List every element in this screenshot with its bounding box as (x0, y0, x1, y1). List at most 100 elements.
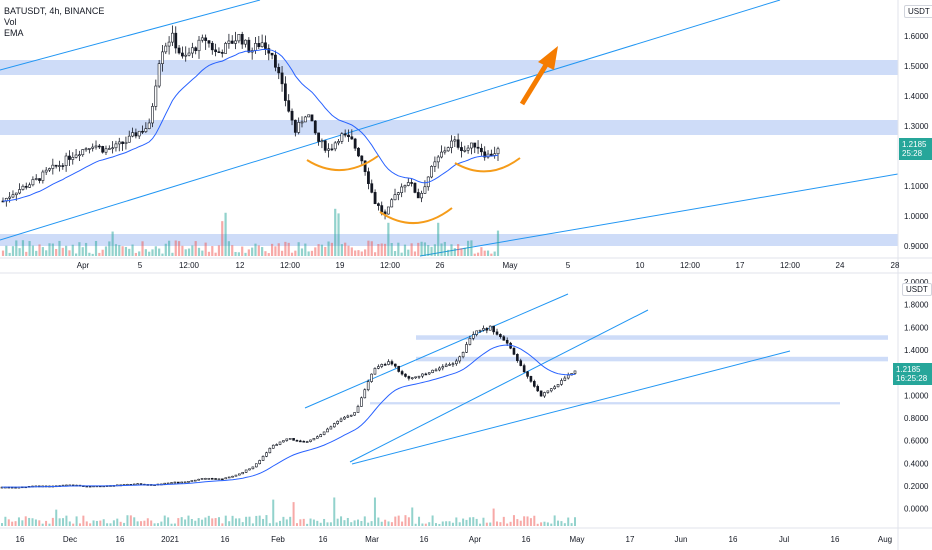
candle-body (220, 52, 224, 54)
ema-indicator-label[interactable]: EMA (4, 28, 24, 38)
top-price-chart[interactable]: 1.60001.50001.40001.30001.20001.10001.00… (0, 0, 932, 272)
volume-bar (211, 518, 214, 526)
volume-bar (343, 520, 346, 526)
candle-body (356, 406, 360, 413)
y-tick-label: 0.2000 (904, 482, 929, 491)
volume-bar (62, 518, 65, 526)
volume-bar (21, 240, 25, 256)
volume-bar (433, 244, 436, 256)
candle-body (174, 32, 178, 49)
candle-body (104, 148, 108, 153)
volume-bar (299, 519, 302, 526)
candle-body (278, 441, 282, 445)
candle-body (68, 155, 71, 160)
candle-body (254, 43, 257, 51)
volume-bar (191, 245, 194, 256)
symbol-label[interactable]: BATUSDT, 4h, BINANCE (4, 6, 105, 16)
volume-bar (306, 523, 309, 526)
currency-unit-label[interactable]: USDT (904, 5, 932, 18)
candle-body (347, 134, 350, 138)
volume-bar (476, 252, 480, 256)
currency-unit-label[interactable]: USDT (902, 283, 932, 296)
volume-bar (35, 250, 38, 256)
volume-bar (410, 243, 413, 256)
volume-bar (336, 518, 339, 526)
x-tick-label: 16 (420, 535, 429, 544)
candle-body (247, 39, 251, 53)
candle-body (421, 373, 424, 377)
candle-body (154, 85, 158, 107)
volume-bar (373, 497, 376, 526)
volume-bar (489, 522, 492, 526)
candle-body (305, 441, 309, 443)
x-tick-label: 17 (626, 535, 635, 544)
volume-bar (258, 515, 261, 526)
volume-bar (367, 240, 370, 256)
volume-bar (540, 522, 543, 526)
candle-body (277, 66, 281, 74)
bottom-price-chart[interactable]: 2.00001.80001.60001.40001.20001.00000.80… (0, 272, 932, 550)
volume-bar (61, 247, 64, 256)
volume-bar (394, 516, 397, 526)
volume-bar (465, 519, 468, 526)
y-tick-label: 1.4000 (904, 92, 929, 101)
x-tick-label: Apr (77, 261, 90, 270)
volume-bar (304, 243, 307, 256)
volume-bar (251, 523, 254, 526)
candle-body (54, 164, 58, 167)
volume-bar (65, 515, 68, 526)
volume-bar (267, 253, 270, 256)
volume-bar (354, 250, 357, 256)
y-tick-label: 0.8000 (904, 414, 929, 423)
candle-body (400, 371, 404, 375)
volume-bar (68, 521, 71, 526)
volume-bar (18, 248, 21, 256)
volume-bar (109, 523, 112, 526)
candle-body (424, 373, 428, 376)
volume-bar (350, 247, 353, 256)
volume-bar (447, 249, 450, 256)
volume-bar (428, 522, 431, 526)
volume-bar (496, 230, 500, 256)
candle-body (476, 146, 480, 149)
right-shoulder-arc (454, 157, 521, 173)
left-shoulder-arc (306, 155, 379, 172)
volume-bar (403, 244, 407, 256)
candle-body (319, 434, 323, 438)
candle-body (350, 136, 354, 140)
volume-bar (506, 523, 509, 526)
volume-bar (499, 522, 502, 526)
head-arc (379, 207, 453, 224)
candle-body (410, 377, 414, 379)
candle-body (48, 168, 51, 171)
volume-bar (111, 231, 114, 256)
volume-bar (458, 522, 461, 526)
candle-body (367, 171, 370, 184)
candle-body (468, 338, 472, 345)
candle-body (261, 456, 265, 461)
volume-bar (171, 252, 174, 256)
candle-body (522, 365, 526, 373)
volume-bar (268, 523, 271, 526)
volume-bar (234, 251, 237, 256)
volume-bar (140, 521, 143, 526)
candle-body (147, 122, 151, 129)
candle-body (187, 52, 191, 56)
volume-bar (516, 519, 519, 526)
volume-bar (84, 242, 88, 256)
candle-body (187, 481, 190, 483)
volume-bar (224, 515, 227, 526)
volume-bar (360, 521, 363, 526)
candle-body (74, 154, 78, 158)
volume-bar (431, 515, 434, 526)
candle-body (413, 182, 417, 193)
candle-body (254, 463, 258, 468)
vol-indicator-label[interactable]: Vol (4, 17, 17, 27)
bottom-chart-pane[interactable]: 2.00001.80001.60001.40001.20001.00000.80… (0, 272, 932, 550)
volume-bar (297, 242, 300, 256)
candle-body (190, 47, 194, 54)
candle-body (433, 161, 437, 167)
top-chart-pane[interactable]: 1.60001.50001.40001.30001.20001.10001.00… (0, 0, 932, 272)
candle-body (227, 476, 231, 479)
volume-bar (133, 517, 136, 526)
